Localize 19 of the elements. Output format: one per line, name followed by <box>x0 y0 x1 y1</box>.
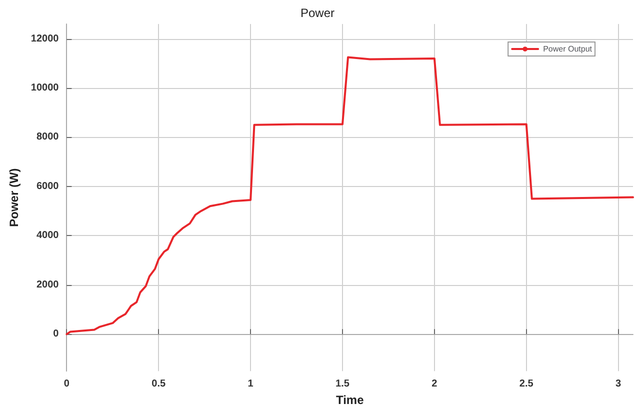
chart-title: Power <box>300 6 335 20</box>
y-tick-label: 2000 <box>36 279 60 290</box>
y-tick-label: 4000 <box>36 230 60 242</box>
x-axis-title: Time <box>336 393 364 407</box>
x-tick-label: 1.5 <box>336 378 350 390</box>
legend-label: Power Output <box>543 44 593 54</box>
y-tick-label: 10000 <box>30 82 60 94</box>
y-axis-title: Power (W) <box>7 168 21 227</box>
x-tick-label: 0 <box>64 378 70 390</box>
y-tick-label: 0 <box>53 328 60 340</box>
x-tick-label: 2 <box>432 378 438 390</box>
y-tick-label: 12000 <box>30 33 60 44</box>
x-tick-label: 2.5 <box>519 378 534 390</box>
x-tick-label: 3 <box>616 378 622 390</box>
y-tick-label: 8000 <box>36 132 60 143</box>
line-series <box>66 56 634 336</box>
x-tick-label: 1 <box>248 378 254 390</box>
x-tick-label: 0.5 <box>152 378 166 390</box>
y-tick-label: 6000 <box>36 180 60 192</box>
